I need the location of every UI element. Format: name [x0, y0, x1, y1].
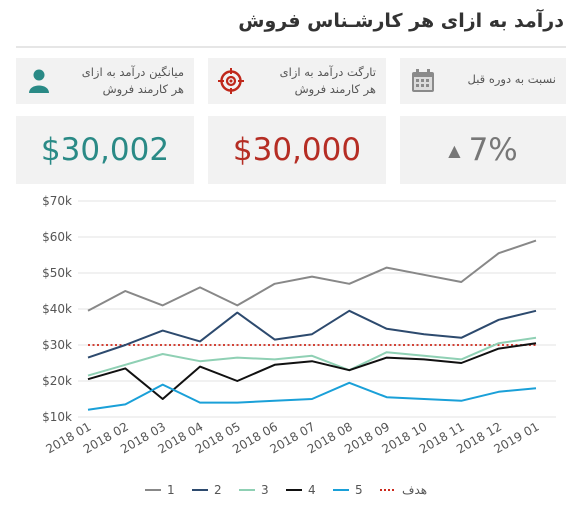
kpi-target-label: تارگت درآمد به ازای هر کارمند فروش — [280, 64, 376, 98]
legend-label: 2 — [214, 483, 222, 497]
legend: 1 2 3 4 5 هدف — [145, 483, 427, 497]
kpi-change-header: نسبت به دوره قبل — [400, 58, 566, 104]
kpi-change-number: 7% — [468, 132, 518, 168]
kpi-target-header: تارگت درآمد به ازای هر کارمند فروش — [208, 58, 386, 104]
kpi-avg-label-line2: هر کارمند فروش — [102, 82, 184, 96]
kpi-avg-value: $30,002 — [16, 116, 194, 184]
kpi-avg-header: میانگین درآمد به ازای هر کارمند فروش — [16, 58, 194, 104]
page-title: درآمد به ازای هر کارشـناس فروش — [238, 10, 564, 32]
trend-up-icon: ▲ — [448, 140, 461, 160]
line-chart: $10k $20k $30k $40k $50k $60k $70k 2018 012018… — [42, 194, 556, 497]
legend-label: 5 — [355, 483, 363, 497]
grid-lines — [78, 200, 556, 418]
series-line-2 — [87, 309, 537, 359]
kpi-target-label-line1: تارگت درآمد به ازای — [279, 65, 376, 79]
y-tick-label: $30k — [42, 338, 72, 352]
series-lines — [87, 239, 537, 411]
calendar-icon — [412, 69, 434, 92]
title-divider — [16, 46, 566, 48]
target-icon — [218, 68, 244, 94]
kpi-target-value: $30,000 — [208, 116, 386, 184]
y-tick-label: $20k — [42, 374, 72, 388]
y-axis-ticks: $10k $20k $30k $40k $50k $60k $70k — [42, 194, 72, 424]
legend-label: 3 — [261, 483, 269, 497]
kpi-target-label-line2: هر کارمند فروش — [294, 82, 376, 96]
y-tick-label: $10k — [42, 410, 72, 424]
series-line-3 — [87, 336, 537, 377]
series-line-5 — [87, 381, 537, 411]
legend-label: 4 — [308, 483, 316, 497]
series-line-4 — [87, 342, 537, 400]
kpi-change-label-line1: نسبت به دوره قبل — [467, 72, 557, 86]
kpi-change-label: نسبت به دوره قبل — [468, 71, 557, 88]
y-tick-label: $60k — [42, 230, 72, 244]
series-line-1 — [87, 239, 537, 312]
person-icon — [29, 69, 49, 93]
y-tick-label: $70k — [42, 194, 72, 208]
y-tick-label: $50k — [42, 266, 72, 280]
y-tick-label: $40k — [42, 302, 72, 316]
legend-label: 1 — [167, 483, 175, 497]
kpi-avg-label-line1: میانگین درآمد به ازای — [81, 65, 184, 79]
legend-label: هدف — [402, 483, 427, 497]
kpi-avg-label: میانگین درآمد به ازای هر کارمند فروش — [82, 64, 184, 98]
kpi-change-value: ▲ 7% — [400, 116, 566, 184]
